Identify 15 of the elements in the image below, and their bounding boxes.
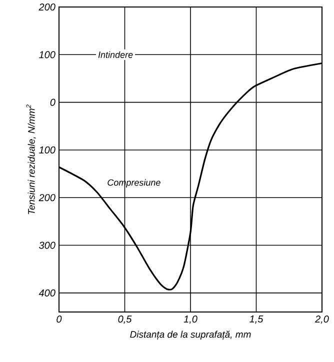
- x-tick-label: 1,5: [250, 316, 264, 324]
- y-tick-label: 200: [38, 194, 56, 202]
- y-tick-label: 200: [38, 3, 56, 11]
- x-tick-label: 0,5: [118, 316, 132, 324]
- y-tick-label: 400: [38, 289, 56, 296]
- y-tick-label: 100: [39, 146, 56, 154]
- x-tick-label: 2,0: [314, 316, 329, 324]
- y-axis-title: Tensiuni reziduale, N/mm$^{2}$: [26, 104, 36, 214]
- y-tick-label: 100: [39, 51, 56, 58]
- x-axis-title: Distanța de la suprafață, mm: [130, 330, 251, 340]
- x-tick-label: 0: [56, 316, 62, 323]
- x-tick-label: 1,0: [184, 316, 198, 324]
- annotation: Intindere: [98, 51, 133, 58]
- y-tick-label: 0: [50, 98, 56, 106]
- y-tick-label: 300: [39, 242, 56, 249]
